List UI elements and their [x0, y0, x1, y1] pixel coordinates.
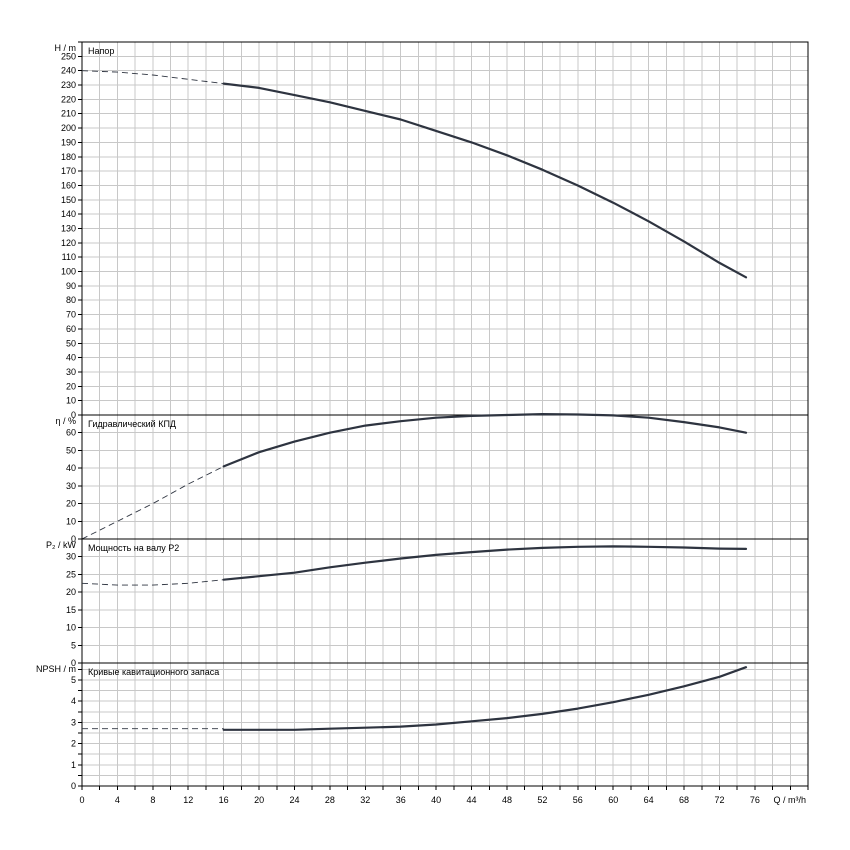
y-tick-label: 20 — [66, 499, 76, 509]
x-axis: 0 4 8 12 16 20 24 28 32 36 40 44 48 52 56 60 64 68 72 76 Q /… — [79, 786, 809, 805]
y-tick-label: 1 — [71, 760, 76, 770]
y-tick-label: 90 — [66, 281, 76, 291]
x-axis-label: Q / m³/h — [773, 795, 806, 805]
x-tick-label: 40 — [431, 795, 441, 805]
y-axis-label: NPSH / m — [36, 664, 76, 674]
y-tick-label: 70 — [66, 310, 76, 320]
curve-operating-range — [222, 666, 748, 731]
y-tick-label: 5 — [71, 640, 76, 650]
y-tick-label: 60 — [66, 428, 76, 438]
y-tick-label: 0 — [71, 410, 76, 420]
curve-extrapolated-dashed — [81, 579, 224, 586]
y-tick-label: 120 — [61, 238, 76, 248]
x-tick-label: 72 — [714, 795, 724, 805]
y-tick-label: 0 — [71, 781, 76, 791]
y-tick-label: 230 — [61, 80, 76, 90]
y-tick-label: 140 — [61, 209, 76, 219]
y-tick-label: 20 — [66, 587, 76, 597]
y-tick-label: 0 — [71, 658, 76, 668]
x-tick-label: 56 — [573, 795, 583, 805]
y-tick-label: 30 — [66, 552, 76, 562]
panel-title: Кривые кавитационного запаса — [88, 667, 219, 677]
y-tick-label: 10 — [66, 623, 76, 633]
y-tick-label: 30 — [66, 367, 76, 377]
x-tick-label: 16 — [219, 795, 229, 805]
y-tick-label: 240 — [61, 66, 76, 76]
panel-frame — [81, 662, 809, 787]
panel-title: Напор — [88, 46, 114, 56]
y-tick-label: 50 — [66, 445, 76, 455]
x-tick-label: 60 — [608, 795, 618, 805]
y-tick-label: 150 — [61, 195, 76, 205]
x-tick-label: 24 — [289, 795, 299, 805]
y-tick-label: 30 — [66, 481, 76, 491]
y-axis-ticks: 0 10 20 30 40 50 60 — [66, 414, 82, 544]
x-tick-label: 12 — [183, 795, 193, 805]
y-tick-label: 180 — [61, 152, 76, 162]
panel-1: 0 10 20 30 40 50 60 70 80 90 100 110 120 130 140 150 160… — [55, 41, 809, 420]
panel-title: Мощность на валу P2 — [88, 543, 179, 553]
x-tick-label: 28 — [325, 795, 335, 805]
y-tick-label: 160 — [61, 180, 76, 190]
x-tick-label: 64 — [644, 795, 654, 805]
y-tick-label: 15 — [66, 605, 76, 615]
x-tick-label: 48 — [502, 795, 512, 805]
y-axis-ticks: 0 1 2 3 4 5 — [71, 668, 82, 791]
chart-panels: 0102030405060708090100110120130140150160… — [36, 41, 809, 791]
y-tick-label: 170 — [61, 166, 76, 176]
y-tick-label: 210 — [61, 109, 76, 119]
x-tick-label: 4 — [115, 795, 120, 805]
y-tick-label: 250 — [61, 51, 76, 61]
y-tick-label: 5 — [71, 675, 76, 685]
x-tick-label: 32 — [360, 795, 370, 805]
y-tick-label: 0 — [71, 534, 76, 544]
x-tick-label: 36 — [396, 795, 406, 805]
y-tick-label: 100 — [61, 267, 76, 277]
y-tick-label: 50 — [66, 338, 76, 348]
y-tick-label: 130 — [61, 224, 76, 234]
y-tick-label: 40 — [66, 353, 76, 363]
y-tick-label: 10 — [66, 396, 76, 406]
y-axis-ticks: 0 10 20 30 40 50 60 70 80 90 100 110 120 130 140 150 160… — [61, 41, 82, 420]
y-tick-label: 10 — [66, 516, 76, 526]
x-tick-label: 76 — [750, 795, 760, 805]
y-tick-label: 60 — [66, 324, 76, 334]
x-tick-label: 52 — [537, 795, 547, 805]
curve-extrapolated-dashed — [81, 70, 224, 85]
x-tick-label: 44 — [467, 795, 477, 805]
y-tick-label: 110 — [62, 252, 76, 262]
y-tick-label: 3 — [71, 717, 76, 727]
panel-3: 0 5 10 15 20 25 30 P₂ / kW Мощность на валу P2 — [46, 538, 809, 668]
y-tick-label: 20 — [66, 381, 76, 391]
panel-2: 0 10 20 30 40 50 60 η / % Гидравлический КПД — [55, 413, 809, 544]
x-tick-label: 20 — [254, 795, 264, 805]
y-tick-label: 4 — [71, 696, 76, 706]
x-tick-label: 8 — [150, 795, 155, 805]
y-tick-label: 200 — [61, 123, 76, 133]
curve-extrapolated-dashed — [81, 465, 224, 540]
panel-title: Гидравлический КПД — [88, 419, 176, 429]
y-tick-label: 80 — [66, 295, 76, 305]
y-axis-label: H / m — [55, 43, 77, 53]
x-tick-label: 68 — [679, 795, 689, 805]
curve-operating-range — [222, 413, 748, 468]
y-tick-label: 190 — [61, 137, 76, 147]
panel-frame — [81, 538, 809, 664]
y-axis-ticks: 0 5 10 15 20 25 30 — [66, 538, 82, 668]
x-tick-label: 0 — [79, 795, 84, 805]
y-tick-label: 2 — [71, 739, 76, 749]
y-tick-label: 220 — [61, 94, 76, 104]
panel-frame — [81, 414, 809, 540]
curve-operating-range — [222, 82, 748, 279]
y-tick-label: 25 — [66, 569, 76, 579]
y-axis-label: P₂ / kW — [46, 540, 76, 550]
y-axis-label: η / % — [55, 416, 76, 426]
y-tick-label: 40 — [66, 463, 76, 473]
curve-operating-range — [222, 545, 748, 581]
